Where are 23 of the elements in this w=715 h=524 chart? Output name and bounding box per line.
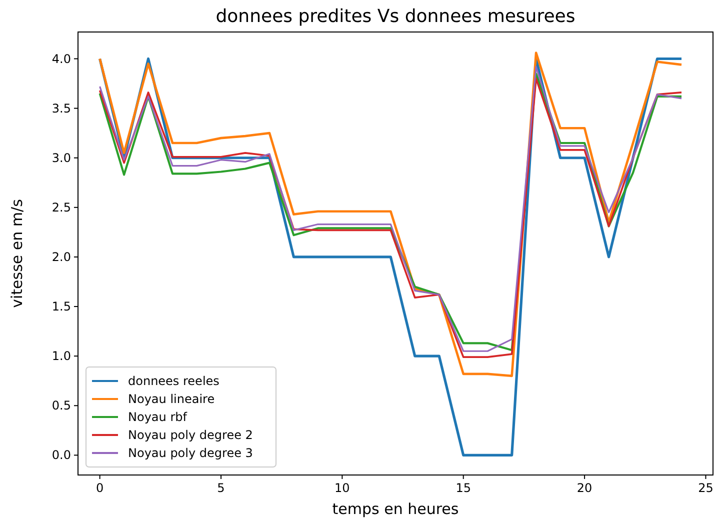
x-tick-label: 0 xyxy=(96,481,104,495)
x-tick-label: 5 xyxy=(217,481,225,495)
y-tick-label: 1.5 xyxy=(52,300,71,314)
y-tick-label: 0.0 xyxy=(52,448,71,462)
y-tick-label: 1.0 xyxy=(52,349,71,364)
legend-label: Noyau rbf xyxy=(128,410,188,424)
x-tick-label: 15 xyxy=(456,481,472,495)
y-tick-label: 2.0 xyxy=(52,250,71,264)
y-tick-label: 2.5 xyxy=(52,200,71,214)
x-tick-label: 20 xyxy=(576,481,592,495)
x-tick-label: 10 xyxy=(334,481,350,495)
x-axis-title: temps en heures xyxy=(332,500,459,518)
y-tick-label: 0.5 xyxy=(52,398,71,413)
legend-label: donnees reeles xyxy=(128,374,220,388)
y-axis-title: vitesse en m/s xyxy=(8,198,26,308)
chart-title: donnees predites Vs donnees mesurees xyxy=(216,6,576,27)
legend-label: Noyau poly degree 2 xyxy=(128,428,253,442)
y-tick-label: 3.0 xyxy=(52,150,71,165)
x-tick-label: 25 xyxy=(698,481,714,495)
y-tick-label: 3.5 xyxy=(52,101,71,116)
legend-label: Noyau lineaire xyxy=(128,392,215,406)
legend-label: Noyau poly degree 3 xyxy=(128,446,253,460)
y-tick-label: 4.0 xyxy=(52,52,71,66)
